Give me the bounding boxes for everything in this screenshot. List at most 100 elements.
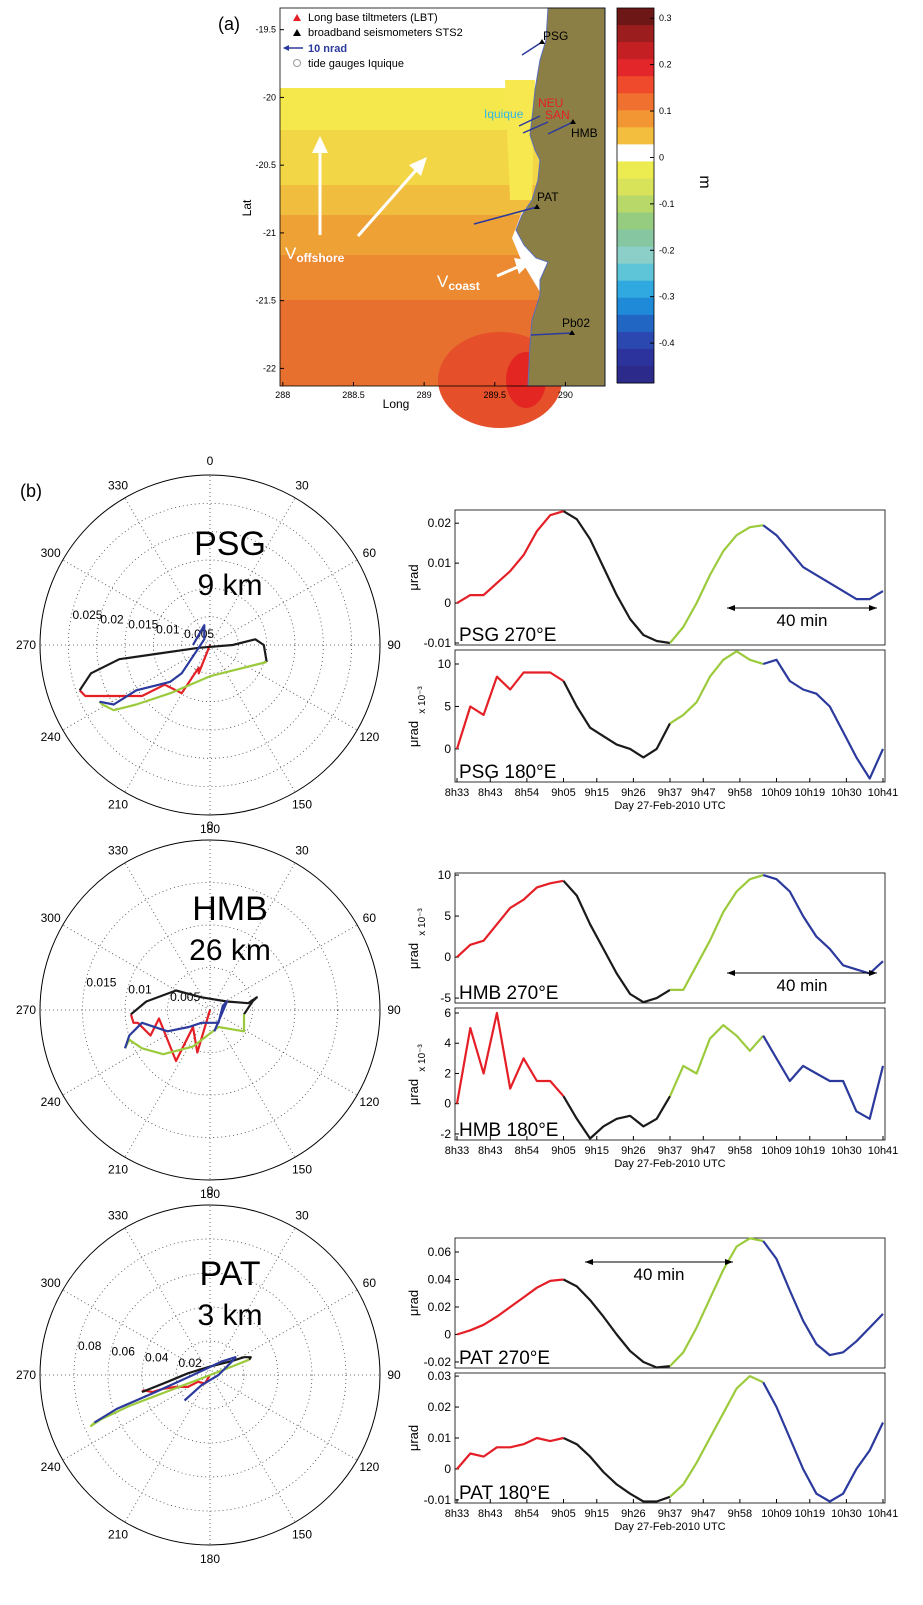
polar-trajectory — [123, 1000, 229, 1049]
series-line — [762, 524, 884, 601]
grid-spoke — [62, 1289, 211, 1376]
polar-subtitle: 3 km — [197, 1299, 262, 1332]
grid-spoke — [209, 1374, 358, 1461]
x-tick-label: 9h58 — [728, 1145, 752, 1157]
angle-label: 150 — [292, 797, 312, 811]
series-line — [669, 1237, 764, 1367]
x-tick-label: 8h54 — [515, 1145, 539, 1157]
colorbar-band — [617, 263, 654, 282]
angle-label: 0 — [207, 454, 214, 468]
angle-label: 300 — [41, 546, 61, 560]
angle-label: 330 — [108, 479, 128, 493]
x-tick-label: 10h19 — [794, 1145, 825, 1157]
polar-trajectory — [124, 1014, 246, 1056]
colorbar-band — [617, 144, 654, 162]
colorbar-frame — [616, 7, 655, 384]
chart-label: PAT 270°E — [459, 1348, 550, 1369]
plot-frame — [454, 1237, 886, 1369]
r-tick-label: 0.02 — [100, 613, 124, 627]
legend-text: Long base tiltmeters (LBT) — [308, 12, 438, 24]
y-axis-label: μrad — [406, 943, 421, 969]
x-tick-label: 9h15 — [585, 1145, 609, 1157]
x-tick-label: 9h58 — [728, 1508, 752, 1520]
x-tick-label: 8h33 — [445, 787, 469, 799]
colorbar-band — [617, 8, 654, 26]
x-tick-label: 8h33 — [445, 1508, 469, 1520]
x-tick-label: 10h09 — [761, 787, 792, 799]
y-tick-label: -22 — [263, 363, 276, 373]
y-axis-label: μrad — [406, 1079, 421, 1105]
annotation-arrow — [869, 970, 877, 976]
y-tick-label: -0.01 — [424, 636, 452, 650]
x-tick-label: 10h19 — [794, 1508, 825, 1520]
angle-label: 60 — [363, 1276, 377, 1290]
y-tick-label: 0 — [444, 1097, 451, 1111]
series-line — [668, 1023, 765, 1097]
r-tick-label: 0.01 — [128, 983, 152, 997]
x-tick-label: 8h43 — [478, 787, 502, 799]
x-tick-label: 10h19 — [794, 787, 825, 799]
y-axis-label: μrad — [406, 564, 421, 590]
y-axis-label: μrad — [406, 1290, 421, 1316]
x-tick-label: 9h15 — [585, 1508, 609, 1520]
colorbar-band — [617, 161, 654, 179]
angle-label: 0 — [207, 819, 214, 833]
colorbar-label: m — [696, 175, 713, 188]
y-tick-label: -19.5 — [255, 25, 276, 35]
annotation-arrow — [725, 1259, 733, 1265]
chart-label: HMB 270°E — [459, 983, 558, 1004]
x-tick-label: 10h09 — [761, 1508, 792, 1520]
chart-label: PSG 180°E — [459, 762, 556, 783]
legend-text: broadband seismometers STS2 — [308, 27, 463, 39]
series-line — [762, 1035, 885, 1120]
y-tick-label: -2 — [440, 1127, 451, 1141]
y-tick-label: 0 — [444, 1327, 451, 1341]
plot-frame — [454, 872, 886, 1004]
legend-text: tide gauges Iquique — [308, 58, 404, 70]
angle-label: 270 — [16, 1368, 36, 1382]
series-line — [562, 680, 671, 759]
grid-ring — [167, 967, 253, 1053]
y-axis-multiplier: x 10⁻³ — [417, 1044, 428, 1072]
panel-label: (a) — [218, 14, 240, 34]
x-tick-label: 9h47 — [691, 1145, 715, 1157]
series-line — [456, 1436, 564, 1470]
angle-label: 180 — [200, 822, 220, 836]
angle-label: 90 — [387, 638, 401, 652]
x-tick-label: 10h30 — [831, 787, 862, 799]
x-tick-label: 9h26 — [621, 1508, 645, 1520]
angle-label: 30 — [295, 479, 309, 493]
x-axis-label: Day 27-Feb-2010 UTC — [614, 1158, 725, 1170]
angle-label: 210 — [108, 797, 128, 811]
annotation: 40 min — [776, 611, 827, 630]
colorbar-band — [617, 76, 654, 94]
legend-icon — [283, 45, 289, 51]
colorbar-tick-label: -0.3 — [659, 292, 675, 302]
y-tick-label: -0.02 — [424, 1355, 452, 1369]
annotation-arrow — [869, 605, 877, 611]
grid-ring — [67, 502, 353, 788]
r-tick-label: 0.025 — [72, 608, 102, 622]
series-line — [670, 874, 764, 991]
y-tick-label: 10 — [438, 868, 452, 882]
angle-label: 60 — [363, 546, 377, 560]
station-markers — [534, 39, 576, 335]
colorbar-band — [617, 280, 654, 299]
polar-subtitle: 9 km — [197, 569, 262, 602]
velocity-arrows — [312, 136, 532, 278]
grid-ring — [96, 531, 324, 759]
x-tick-label: 9h15 — [585, 787, 609, 799]
x-tick-label: 8h33 — [445, 1145, 469, 1157]
chart-label: PSG 270°E — [459, 625, 556, 646]
r-tick-label: 0.015 — [128, 618, 158, 632]
series-line — [562, 510, 671, 645]
x-tick-label: 10h41 — [868, 1145, 899, 1157]
y-axis-label: μrad — [406, 721, 421, 747]
series-line — [455, 671, 565, 750]
x-tick-label: 9h37 — [658, 1145, 682, 1157]
y-tick-label: 0.02 — [428, 516, 452, 530]
station-label: HMB — [571, 126, 598, 140]
polar-frame — [39, 839, 381, 1181]
grid-spoke — [209, 862, 296, 1011]
x-axis-label: Day 27-Feb-2010 UTC — [614, 1521, 725, 1533]
